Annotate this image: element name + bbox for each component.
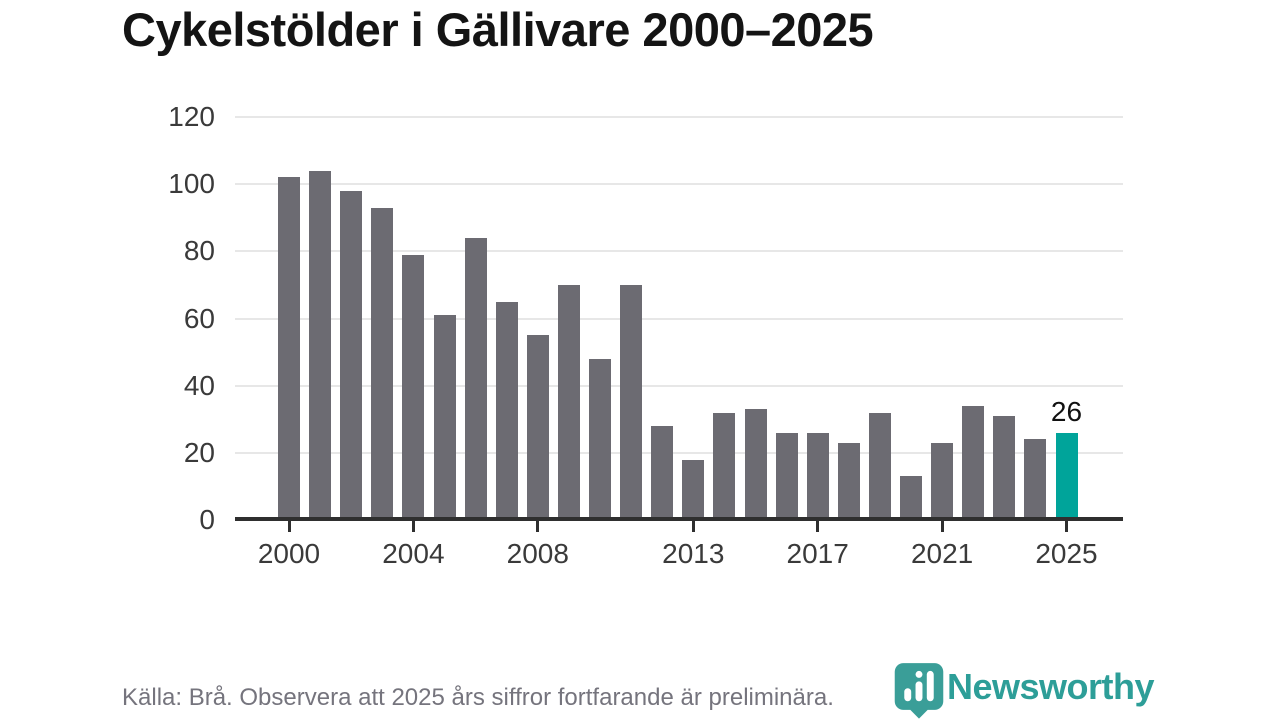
- x-tick-2004: [411, 521, 415, 532]
- gridline-20: [235, 451, 1123, 454]
- x-tick-2008: [536, 521, 540, 532]
- bar-2008: [526, 335, 549, 520]
- gridline-120: [235, 116, 1123, 118]
- x-axis-label-2025: 2025: [1035, 538, 1098, 569]
- x-tick-2021: [940, 521, 944, 532]
- bar-2005: [433, 315, 456, 520]
- bar-2018: [837, 442, 860, 520]
- bar-2015: [744, 409, 767, 520]
- newsworthy-icon: [893, 661, 945, 719]
- bar-2024: [1024, 439, 1047, 520]
- bar-2020: [900, 476, 922, 520]
- bar-2016: [775, 432, 798, 520]
- y-axis-label-20: 20: [183, 436, 215, 468]
- x-axis-label-2017: 2017: [786, 538, 849, 569]
- source-note: Källa: Brå. Observera att 2025 års siffr…: [122, 684, 834, 711]
- newsworthy-wordmark: Newsworthy: [947, 666, 1155, 707]
- x-tick-2017: [816, 521, 820, 532]
- bar-2025: [1055, 432, 1078, 520]
- bar-2000: [278, 177, 300, 520]
- y-axis-label-120: 120: [168, 101, 215, 132]
- chart-title: Cykelstölder i Gällivare 2000–2025: [122, 3, 874, 56]
- bar-2006: [464, 237, 487, 520]
- x-axis-label-2008: 2008: [506, 538, 569, 569]
- gridline-60: [235, 317, 1123, 320]
- gridline-40: [235, 384, 1123, 387]
- y-axis-label-40: 40: [183, 369, 215, 401]
- gridline-80: [235, 250, 1123, 253]
- bar-2013: [682, 459, 705, 520]
- gridline-100: [235, 183, 1123, 186]
- bar-2010: [589, 358, 611, 520]
- y-axis-label-100: 100: [168, 168, 215, 200]
- newsworthy-logo: Newsworthy: [893, 661, 1155, 719]
- y-axis-label-80: 80: [183, 235, 215, 267]
- y-axis-label-60: 60: [183, 302, 215, 334]
- bar-2021: [931, 442, 954, 520]
- x-axis-label-2000: 2000: [257, 538, 321, 569]
- bar-2011: [620, 284, 643, 520]
- bar-2017: [806, 432, 829, 520]
- bar-2014: [713, 412, 736, 520]
- bar-2003: [371, 207, 394, 520]
- x-tick-2000: [287, 521, 291, 532]
- bar-2001: [309, 170, 332, 520]
- x-tick-2025: [1065, 521, 1068, 532]
- highlight-value-label: 26: [1050, 395, 1083, 427]
- bar-2019: [868, 412, 891, 520]
- x-axis-label-2004: 2004: [382, 538, 445, 569]
- bar-2004: [402, 254, 425, 520]
- bar-2009: [557, 284, 580, 520]
- bar-2002: [340, 190, 363, 520]
- x-axis-label-2021: 2021: [910, 538, 974, 569]
- x-axis-label-2013: 2013: [662, 538, 725, 569]
- x-axis-line: [235, 517, 1123, 521]
- bar-2007: [495, 301, 518, 520]
- bar-2023: [993, 415, 1016, 520]
- bar-2022: [962, 405, 985, 520]
- y-axis-label-0: 0: [199, 504, 215, 535]
- x-tick-2013: [691, 521, 695, 532]
- bar-2012: [651, 425, 674, 520]
